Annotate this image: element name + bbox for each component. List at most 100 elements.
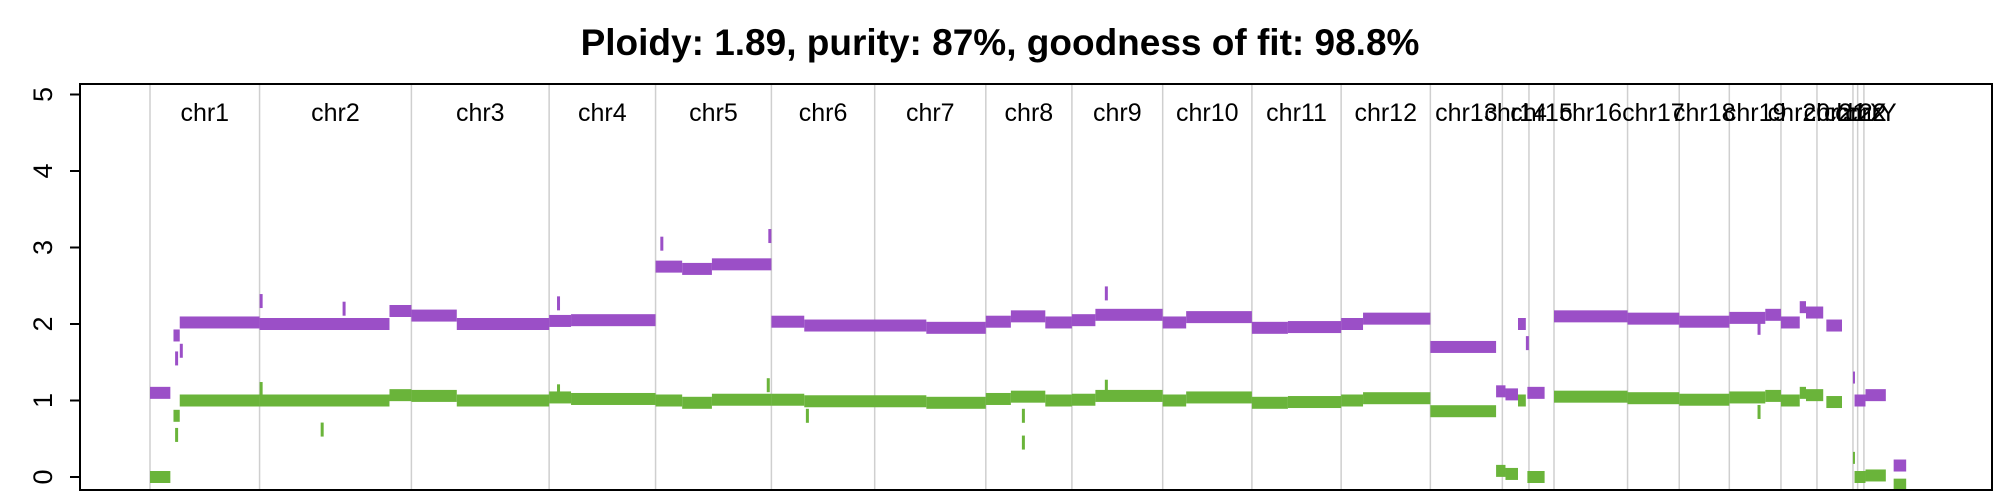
minor-outlier-point xyxy=(1021,408,1025,423)
y-tick-label: 4 xyxy=(28,163,58,178)
total-copy-segment xyxy=(682,262,712,275)
minor-copy-segment xyxy=(1729,391,1766,404)
total-copy-segment xyxy=(1010,310,1046,323)
total-copy-segment xyxy=(1893,459,1907,472)
minor-copy-segment xyxy=(389,389,412,402)
total-copy-segment xyxy=(1251,321,1288,334)
minor-copy-segment xyxy=(1806,389,1824,402)
total-copy-number-series xyxy=(150,229,1907,472)
chromosome-labels: chr1 chr2 chr3 chr4 chr5 chr6 chr7 chr8 chr9 chr1… xyxy=(180,99,1897,127)
total-outlier-point xyxy=(1104,286,1108,301)
minor-copy-segment xyxy=(1496,464,1506,477)
total-outlier-point xyxy=(175,351,179,366)
total-copy-segment xyxy=(926,321,986,334)
chromosome-label: chr18 xyxy=(1673,99,1736,127)
minor-copy-segment xyxy=(259,394,390,407)
minor-copy-segment xyxy=(1045,394,1072,407)
minor-copy-segment xyxy=(1518,394,1526,407)
total-copy-segment xyxy=(985,315,1011,328)
chromosome-label: chr16 xyxy=(1560,99,1623,127)
chromosome-label: chr21 xyxy=(1804,99,1867,127)
chromosome-label: chr9 xyxy=(1093,99,1142,127)
minor-outlier-point xyxy=(557,384,561,399)
total-outlier-point xyxy=(557,296,561,311)
chromosome-label: chr12 xyxy=(1354,99,1417,127)
minor-copy-segment xyxy=(771,393,805,406)
minor-copy-segment xyxy=(1627,392,1680,405)
minor-copy-segment xyxy=(1505,467,1518,480)
minor-copy-segment xyxy=(804,395,927,408)
total-copy-segment xyxy=(456,318,550,330)
minor-copy-segment xyxy=(1780,394,1800,407)
minor-outlier-point xyxy=(1021,435,1025,450)
minor-copy-segment xyxy=(1854,471,1866,483)
chromosome-label: chr6 xyxy=(799,99,848,127)
minor-copy-segment xyxy=(711,393,772,406)
minor-copy-segment xyxy=(549,391,572,404)
chromosome-label: chr13 xyxy=(1435,99,1498,127)
minor-copy-segment xyxy=(1071,393,1096,406)
total-copy-segment xyxy=(173,329,180,342)
total-copy-segment xyxy=(1865,389,1886,402)
y-tick-label: 1 xyxy=(28,393,58,408)
total-copy-segment xyxy=(1496,385,1506,398)
minor-copy-segment xyxy=(1527,471,1545,483)
total-outlier-point xyxy=(179,343,183,358)
minor-copy-segment xyxy=(1852,451,1855,464)
minor-copy-segment xyxy=(1287,396,1342,409)
total-copy-segment xyxy=(1363,312,1431,325)
total-copy-segment xyxy=(1527,386,1545,399)
total-outlier-point xyxy=(1525,336,1529,351)
chromosome-label: chr14 xyxy=(1484,99,1547,127)
minor-copy-segment xyxy=(411,389,457,402)
total-copy-segment xyxy=(1780,316,1800,329)
chromosome-label: chr4 xyxy=(578,99,627,127)
total-copy-segment xyxy=(1045,316,1072,329)
minor-outlier-point xyxy=(1104,379,1108,394)
total-copy-segment xyxy=(655,260,683,273)
chromosome-label: chr15 xyxy=(1510,99,1573,127)
total-copy-segment xyxy=(1430,340,1497,353)
total-copy-segment xyxy=(411,309,457,322)
minor-outlier-point xyxy=(766,378,770,393)
minor-copy-segment xyxy=(682,396,712,409)
plot-frame xyxy=(79,83,1993,491)
total-copy-segment xyxy=(1162,316,1187,329)
total-outlier-point xyxy=(342,301,346,316)
total-copy-segment xyxy=(1679,315,1730,328)
total-copy-segment xyxy=(259,318,390,330)
total-copy-segment xyxy=(771,315,805,328)
minor-copy-segment xyxy=(1765,389,1781,402)
total-copy-segment xyxy=(1341,318,1364,330)
total-copy-segment xyxy=(711,258,772,271)
total-copy-segment xyxy=(549,314,572,327)
total-copy-segment xyxy=(1186,311,1252,324)
chromosome-label: chr10 xyxy=(1176,99,1239,127)
chromosome-label: chr5 xyxy=(689,99,738,127)
y-tick-label: 5 xyxy=(28,87,58,102)
minor-copy-segment xyxy=(1679,393,1730,406)
total-copy-segment xyxy=(571,314,656,327)
total-copy-segment xyxy=(1518,318,1526,330)
minor-copy-segment xyxy=(985,392,1011,405)
minor-copy-segment xyxy=(926,396,986,409)
minor-copy-segment xyxy=(1162,394,1187,407)
minor-copy-segment xyxy=(1095,389,1163,402)
minor-copy-segment xyxy=(1010,390,1046,403)
chromosome-label: chr3 xyxy=(456,99,505,127)
chromosome-label: chr20 xyxy=(1768,99,1831,127)
minor-copy-segment xyxy=(1799,386,1806,399)
minor-copy-segment xyxy=(1826,396,1842,409)
minor-copy-segment xyxy=(456,394,550,407)
minor-outlier-point xyxy=(259,382,263,397)
total-copy-segment xyxy=(1287,321,1342,334)
total-outlier-point xyxy=(660,236,664,251)
total-copy-segment xyxy=(1852,371,1855,384)
y-axis: 0 1 2 3 4 5 xyxy=(28,87,80,485)
minor-copy-segment xyxy=(1363,392,1431,405)
minor-copy-segment xyxy=(571,392,656,405)
minor-outlier-point xyxy=(320,422,324,437)
minor-copy-segment xyxy=(1251,396,1288,409)
chromosome-label: chr7 xyxy=(906,99,955,127)
